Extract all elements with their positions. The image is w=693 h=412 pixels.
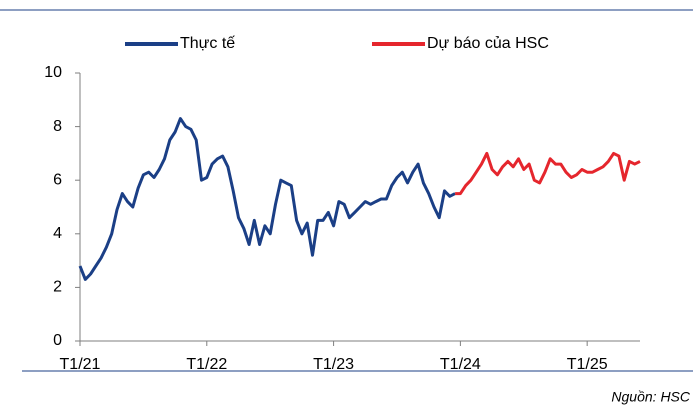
source-note: Nguồn: HSC bbox=[611, 389, 690, 405]
legend-label: Thực tế bbox=[180, 35, 235, 52]
x-tick-label: T1/23 bbox=[313, 356, 354, 373]
legend-label: Dự báo của HSC bbox=[427, 35, 549, 52]
x-tick-label: T1/25 bbox=[567, 356, 608, 373]
y-tick-label: 10 bbox=[44, 64, 62, 81]
y-tick-label: 2 bbox=[53, 279, 62, 296]
series-line bbox=[78, 117, 456, 281]
series-line bbox=[455, 151, 641, 196]
x-tick-label: T1/22 bbox=[186, 356, 227, 373]
y-tick-label: 6 bbox=[53, 171, 62, 188]
y-tick-label: 0 bbox=[53, 332, 62, 349]
x-tick-label: T1/21 bbox=[60, 356, 101, 373]
y-tick-label: 4 bbox=[53, 225, 62, 242]
y-tick-label: 8 bbox=[53, 118, 62, 135]
x-tick-label: T1/24 bbox=[440, 356, 481, 373]
